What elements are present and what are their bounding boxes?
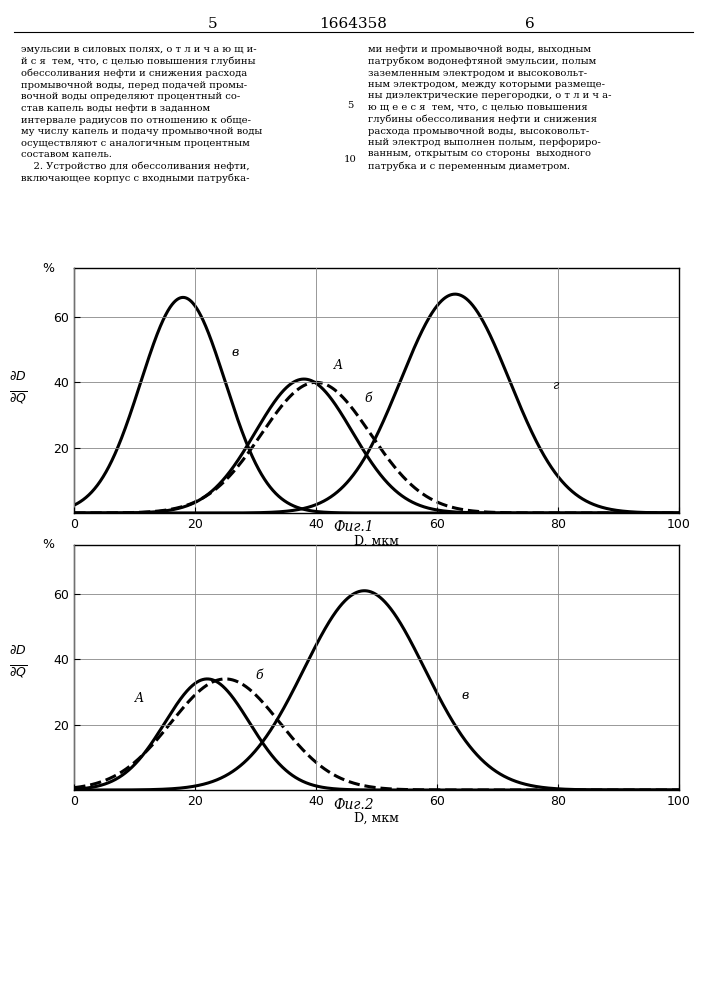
Text: в: в: [231, 346, 239, 359]
Text: 1664358: 1664358: [320, 17, 387, 31]
Text: A: A: [135, 692, 144, 705]
Text: %: %: [42, 538, 54, 552]
Text: 6: 6: [525, 17, 535, 31]
Text: $\overline{\partial Q}$: $\overline{\partial Q}$: [8, 664, 27, 680]
Text: $\partial D$: $\partial D$: [9, 644, 26, 657]
X-axis label: D, мкм: D, мкм: [354, 535, 399, 548]
Text: 10: 10: [344, 155, 356, 164]
Text: %: %: [42, 261, 54, 274]
Text: ми нефти и промывочной воды, выходным
патрубком водонефтяной эмульсии, полым
заз: ми нефти и промывочной воды, выходным па…: [368, 45, 611, 171]
X-axis label: D, мкм: D, мкм: [354, 812, 399, 825]
Text: $\partial D$: $\partial D$: [9, 370, 26, 383]
Text: $\overline{\partial Q}$: $\overline{\partial Q}$: [8, 390, 27, 406]
Text: 5: 5: [346, 101, 354, 109]
Text: Фиг.2: Фиг.2: [333, 798, 374, 812]
Text: в: в: [461, 689, 468, 702]
Text: Фиг.1: Фиг.1: [333, 520, 374, 534]
Text: A: A: [334, 359, 343, 372]
Text: г: г: [551, 379, 558, 392]
Text: б: б: [364, 392, 372, 405]
Text: 5: 5: [207, 17, 217, 31]
Text: б: б: [256, 669, 263, 682]
Text: эмульсии в силовых полях, о т л и ч а ю щ и-
й с я  тем, что, с целью повышения : эмульсии в силовых полях, о т л и ч а ю …: [21, 45, 262, 183]
